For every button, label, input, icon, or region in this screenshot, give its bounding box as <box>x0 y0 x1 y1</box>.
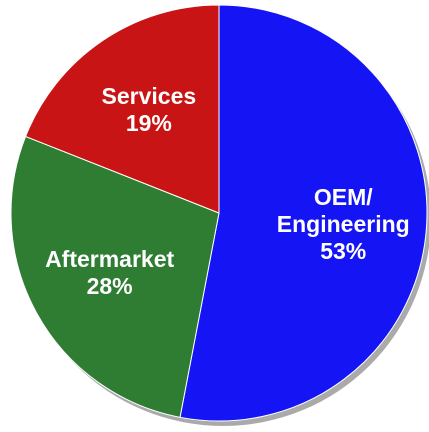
slice-value-label: 53% <box>320 238 367 265</box>
slice-value-label: 28% <box>86 273 133 300</box>
slice-label-box: Aftermarket 28% <box>35 213 185 333</box>
pie-slice <box>24 4 220 214</box>
slice-label-box: OEM/ Engineering 53% <box>268 165 418 285</box>
slice-name: OEM/ Engineering <box>276 184 410 238</box>
pie-slice <box>10 135 220 418</box>
slice-label-box: Services 19% <box>74 50 224 170</box>
pie <box>10 4 428 422</box>
slice-name: Aftermarket <box>45 246 175 273</box>
slice-value-label: 19% <box>125 109 172 136</box>
pie-slice <box>179 4 428 422</box>
slice-name: Services <box>101 82 197 109</box>
